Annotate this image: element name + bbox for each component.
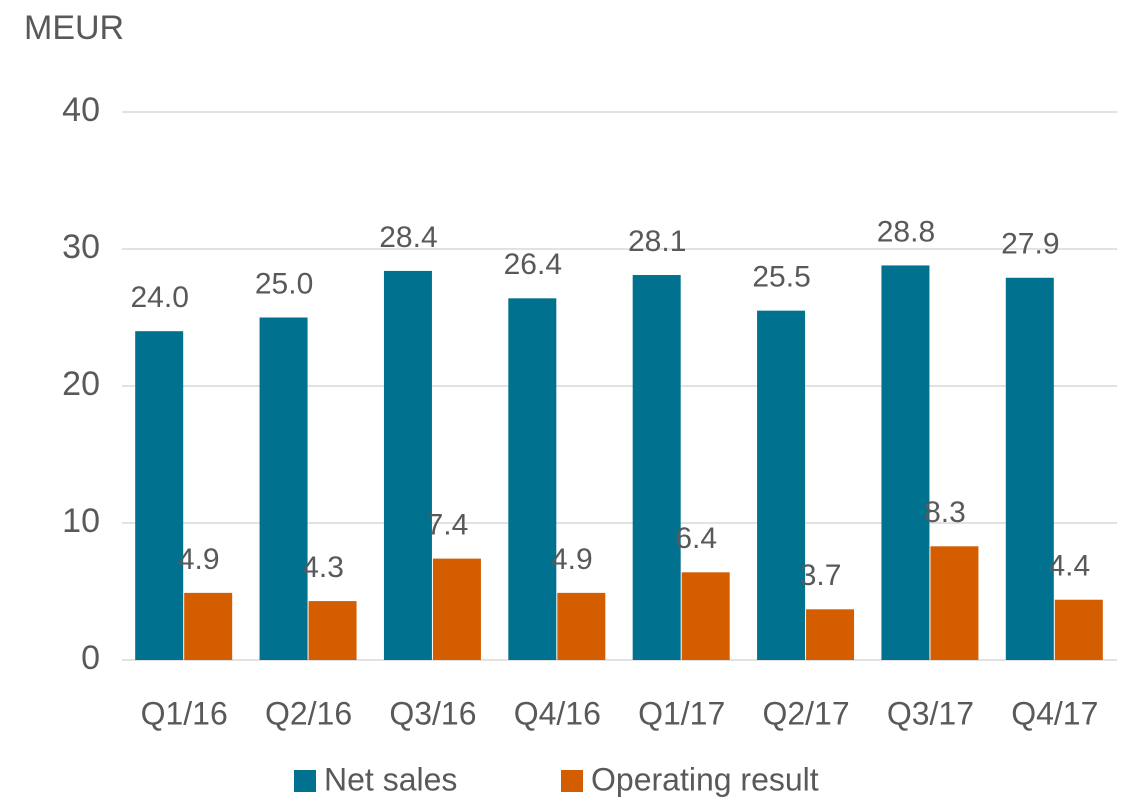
y-tick-label: 30 xyxy=(62,228,100,266)
legend-swatch xyxy=(561,770,583,792)
bar xyxy=(681,572,730,660)
y-tick-label: 0 xyxy=(81,639,100,677)
bar xyxy=(432,558,481,660)
data-label: 4.9 xyxy=(178,543,220,576)
data-label: 7.4 xyxy=(427,509,469,542)
bar xyxy=(557,592,606,660)
data-label: 4.9 xyxy=(551,543,593,576)
x-tick-label: Q4/17 xyxy=(1011,695,1098,731)
bar xyxy=(757,310,806,660)
data-label: 27.9 xyxy=(1001,228,1059,261)
data-label: 6.4 xyxy=(675,522,717,555)
bar xyxy=(383,270,432,660)
bar xyxy=(1005,277,1054,660)
data-label: 26.4 xyxy=(504,248,562,281)
x-tick-label: Q1/16 xyxy=(141,695,228,731)
data-label: 4.4 xyxy=(1048,550,1090,583)
bar xyxy=(1054,599,1103,660)
data-label: 28.8 xyxy=(877,215,935,248)
bar xyxy=(184,592,233,660)
data-label: 25.0 xyxy=(255,267,313,300)
data-label: 28.4 xyxy=(379,221,437,254)
data-label: 8.3 xyxy=(924,496,966,529)
bar xyxy=(259,317,308,660)
y-tick-label: 40 xyxy=(62,91,100,129)
x-tick-label: Q1/17 xyxy=(638,695,725,731)
y-axis-label: MEUR xyxy=(24,9,124,47)
y-tick-label: 10 xyxy=(62,502,100,540)
legend-label: Net sales xyxy=(324,761,457,797)
data-label: 25.5 xyxy=(752,261,810,294)
x-tick-label: Q2/16 xyxy=(265,695,352,731)
data-label: 3.7 xyxy=(800,559,842,592)
legend-label: Operating result xyxy=(591,761,819,797)
bar xyxy=(881,265,930,660)
x-tick-label: Q3/16 xyxy=(389,695,476,731)
x-tick-label: Q3/17 xyxy=(887,695,974,731)
data-label: 4.3 xyxy=(302,551,344,584)
bar xyxy=(806,609,855,660)
data-label: 28.1 xyxy=(628,225,686,258)
y-tick-label: 20 xyxy=(62,365,100,403)
x-tick-label: Q2/17 xyxy=(762,695,849,731)
data-label: 24.0 xyxy=(130,281,188,314)
legend-swatch xyxy=(294,770,316,792)
bar xyxy=(508,298,557,660)
bar xyxy=(135,331,184,660)
x-tick-label: Q4/16 xyxy=(514,695,601,731)
bar xyxy=(930,546,979,660)
bar xyxy=(632,275,681,660)
bar xyxy=(308,601,357,660)
